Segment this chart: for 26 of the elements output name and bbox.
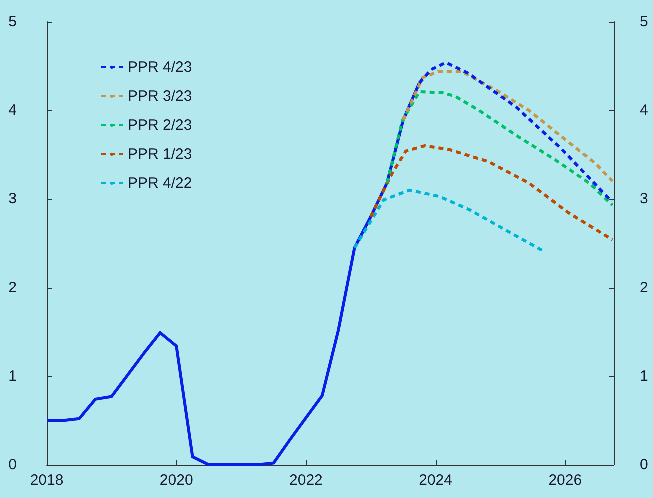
y2-tick-label: 2 — [640, 279, 648, 296]
line-series — [386, 90, 614, 207]
y-tick-label: 2 — [8, 279, 17, 296]
legend-label: PPR 4/23 — [128, 59, 192, 76]
x-tick-label: 2026 — [548, 472, 582, 489]
legend-label: PPR 4/22 — [128, 175, 192, 192]
y-tick-label: 0 — [8, 456, 17, 474]
line-series — [402, 70, 614, 183]
legend-label: PPR 2/23 — [128, 117, 192, 134]
x-tick-label: 2018 — [30, 472, 64, 489]
y2-tick-label: 5 — [640, 14, 648, 30]
y-tick-label: 5 — [8, 14, 17, 30]
line-series — [353, 188, 546, 253]
y-tick-label: 1 — [8, 368, 17, 385]
legend-label: PPR 3/23 — [128, 88, 192, 105]
y2-tick-label: 4 — [640, 102, 648, 120]
x-tick-label: 2022 — [290, 472, 323, 489]
y-tick-label: 4 — [8, 102, 17, 120]
y2-tick-label: 1 — [640, 368, 648, 385]
legend-label: PPR 1/23 — [128, 146, 192, 163]
y2-tick-label: 3 — [640, 190, 648, 208]
x-tick-label: 2020 — [160, 472, 194, 489]
y-tick-label: 3 — [8, 190, 17, 208]
x-tick-label: 2024 — [419, 472, 452, 489]
y2-tick-label: 0 — [640, 456, 648, 474]
line-series — [370, 144, 614, 242]
